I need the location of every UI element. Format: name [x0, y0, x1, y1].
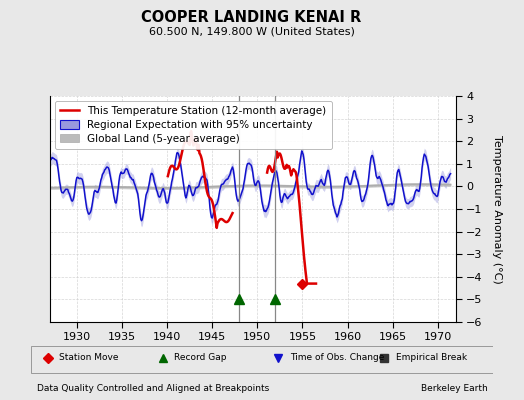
- Text: 60.500 N, 149.800 W (United States): 60.500 N, 149.800 W (United States): [149, 26, 354, 36]
- Text: COOPER LANDING KENAI R: COOPER LANDING KENAI R: [141, 10, 362, 25]
- Text: Station Move: Station Move: [59, 353, 118, 362]
- Text: Berkeley Earth: Berkeley Earth: [421, 384, 487, 393]
- Text: Record Gap: Record Gap: [174, 353, 227, 362]
- Y-axis label: Temperature Anomaly (°C): Temperature Anomaly (°C): [492, 135, 502, 283]
- Text: Empirical Break: Empirical Break: [396, 353, 467, 362]
- Text: Time of Obs. Change: Time of Obs. Change: [290, 353, 384, 362]
- Text: Data Quality Controlled and Aligned at Breakpoints: Data Quality Controlled and Aligned at B…: [37, 384, 269, 393]
- Legend: This Temperature Station (12-month average), Regional Expectation with 95% uncer: This Temperature Station (12-month avera…: [55, 101, 332, 149]
